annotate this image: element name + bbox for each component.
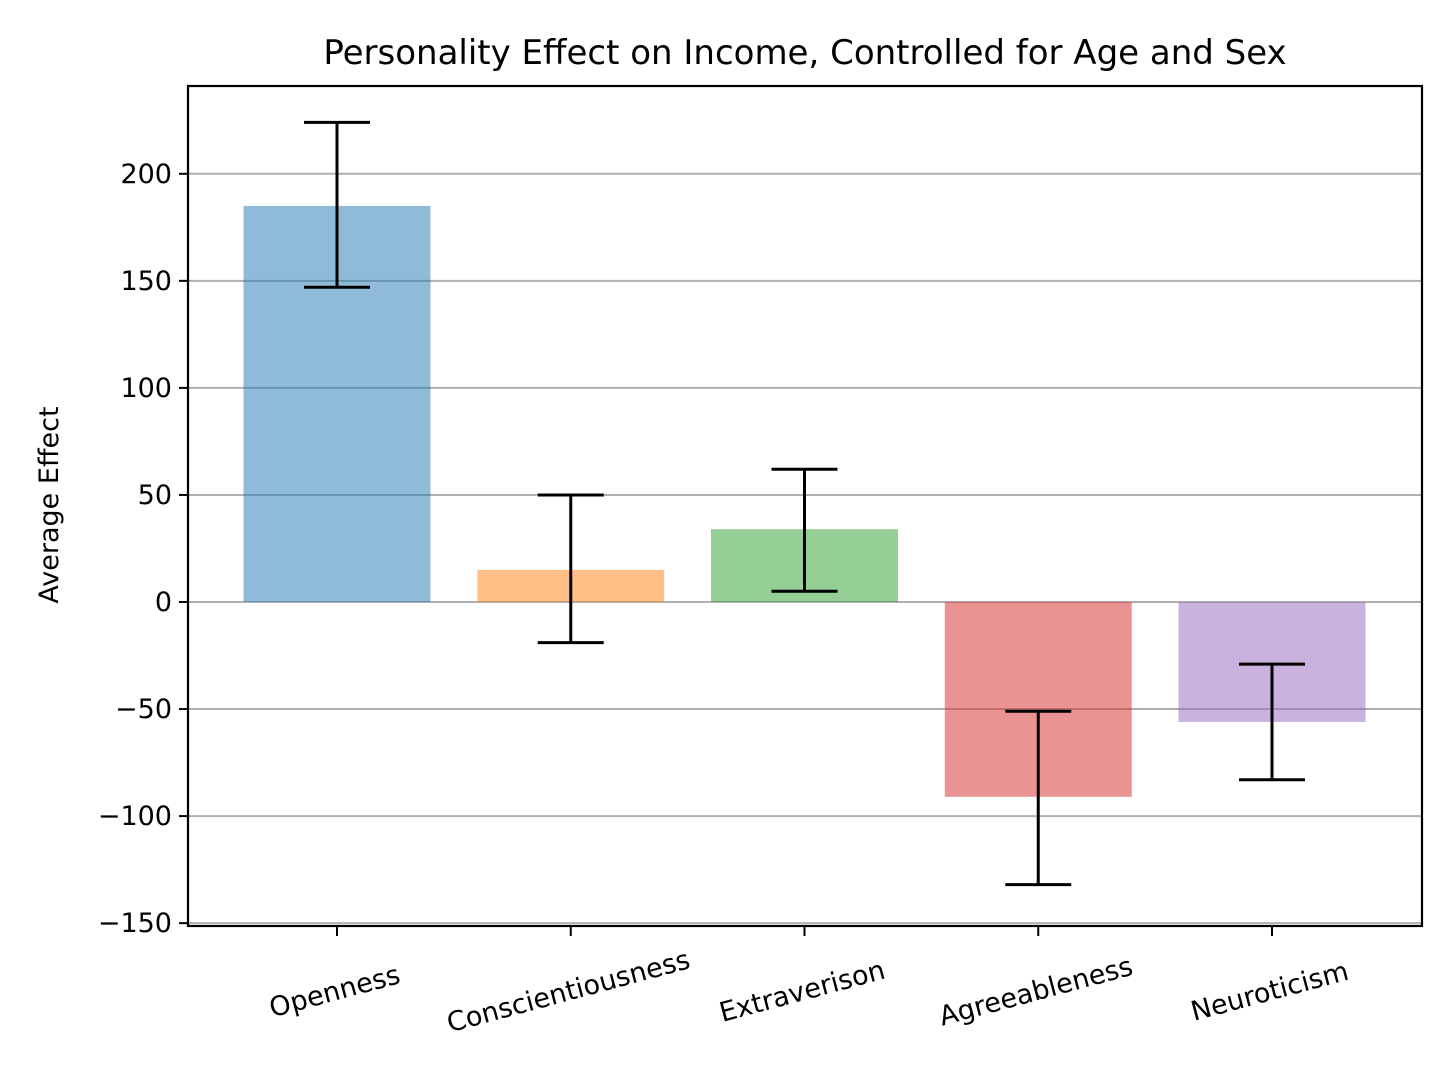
x-axis-ticks: Openness Conscientiousness Extraverison Agr… [266, 926, 1352, 1039]
y-tick-label: 100 [120, 373, 172, 404]
y-tick-label: −100 [98, 801, 172, 832]
x-tick-label: Neuroticism [1188, 956, 1352, 1028]
error-bars [304, 120, 1305, 887]
y-tick-label: 50 [138, 480, 172, 511]
x-tick-label: Extraverison [716, 955, 888, 1029]
y-tick-label: −50 [115, 694, 172, 725]
y-tick-label: 200 [120, 159, 172, 190]
x-tick-label: Agreeableness [936, 951, 1136, 1032]
y-tick-label: −150 [98, 908, 172, 939]
y-axis-ticks: −150 −100 −50 0 50 100 150 200 [98, 159, 188, 939]
y-tick-label: 0 [155, 587, 172, 618]
x-tick-label: Openness [266, 959, 403, 1024]
y-tick-label: 150 [120, 266, 172, 297]
chart-title: Personality Effect on Income, Controlled… [323, 33, 1286, 73]
y-axis-label: Average Effect [34, 406, 65, 603]
x-tick-label: Conscientiousness [444, 944, 694, 1039]
